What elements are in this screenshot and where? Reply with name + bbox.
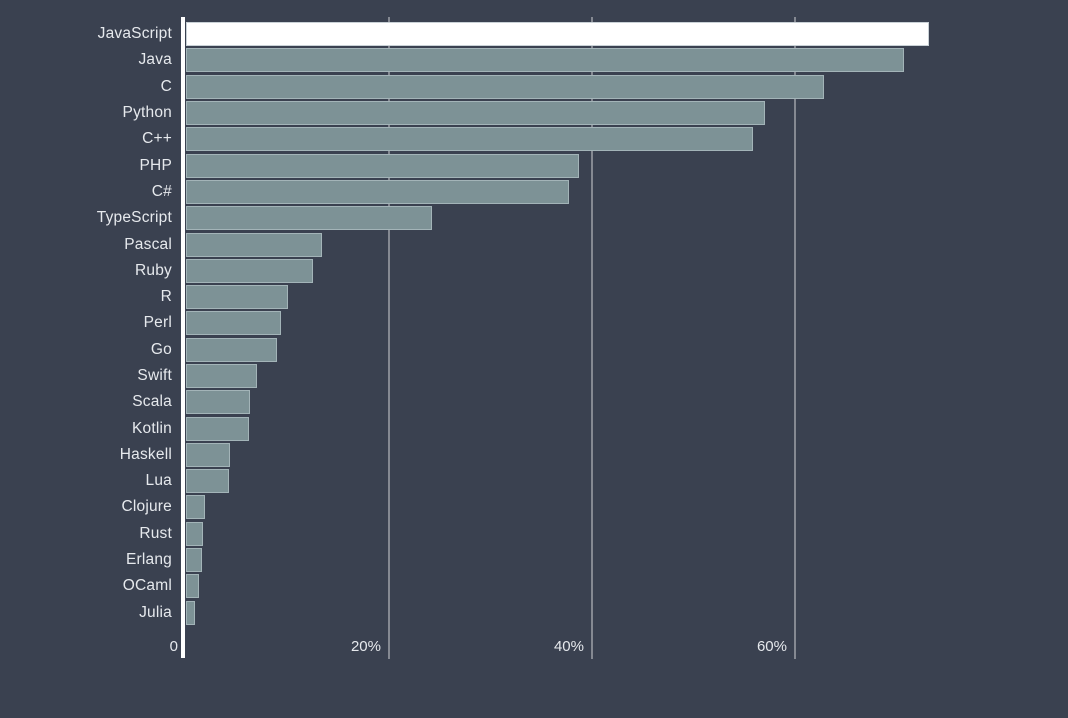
gridline-20 — [388, 17, 390, 659]
bar-row: C# — [0, 179, 1068, 205]
bar-c — [186, 74, 825, 99]
bar-row: TypeScript — [0, 205, 1068, 231]
bar-row: Lua — [0, 468, 1068, 494]
bar-typescript — [186, 206, 432, 231]
bar-row: JavaScript — [0, 21, 1068, 47]
bar-row: Pascal — [0, 231, 1068, 257]
bar-perl — [186, 311, 282, 336]
bar-php — [186, 153, 579, 178]
category-label: Ruby — [135, 261, 172, 279]
bar-row: Python — [0, 100, 1068, 126]
bar-row: Ruby — [0, 258, 1068, 284]
category-label: JavaScript — [97, 25, 172, 43]
category-label: OCaml — [122, 577, 172, 595]
x-tick-label: 40% — [553, 638, 584, 655]
bar-erlang — [186, 548, 203, 573]
bar-row: Kotlin — [0, 415, 1068, 441]
bar-haskell — [186, 442, 230, 467]
bar-row: Erlang — [0, 547, 1068, 573]
category-label: C — [160, 77, 172, 95]
category-label: TypeScript — [96, 209, 172, 227]
bar-row: Clojure — [0, 494, 1068, 520]
bar-row: Java — [0, 47, 1068, 73]
bar-rust — [186, 521, 204, 546]
bar-row: C — [0, 74, 1068, 100]
category-label: Julia — [139, 603, 172, 621]
bar-go — [186, 337, 278, 362]
x-tick-label: 20% — [350, 638, 381, 655]
category-label: Haskell — [119, 445, 172, 463]
bar-c- — [186, 127, 754, 152]
category-label: R — [160, 288, 172, 306]
category-label: Perl — [143, 314, 172, 332]
category-label: Pascal — [124, 235, 172, 253]
bar-python — [186, 101, 765, 126]
bar-javascript — [186, 22, 929, 47]
category-label: Erlang — [125, 551, 172, 569]
bar-r — [186, 285, 288, 310]
bar-java — [186, 48, 904, 73]
category-label: Clojure — [121, 498, 172, 516]
bar-julia — [186, 600, 196, 625]
bar-pascal — [186, 232, 322, 257]
category-label: Scala — [132, 393, 172, 411]
bar-row: OCaml — [0, 573, 1068, 599]
category-label: Python — [122, 104, 172, 122]
bar-lua — [186, 469, 229, 494]
bar-row: Swift — [0, 363, 1068, 389]
category-label: Kotlin — [132, 419, 172, 437]
bar-row: Haskell — [0, 442, 1068, 468]
category-label: C++ — [142, 130, 172, 148]
bar-row: R — [0, 284, 1068, 310]
bar-row: Rust — [0, 521, 1068, 547]
bar-row: Scala — [0, 389, 1068, 415]
category-label: Java — [138, 51, 172, 69]
category-label: Rust — [139, 524, 172, 542]
gridline-40 — [591, 17, 593, 659]
category-label: Lua — [145, 472, 172, 490]
bar-scala — [186, 390, 250, 415]
bar-row: Perl — [0, 310, 1068, 336]
chart-rows: JavaScript Java C Python C++ PHP C# TypeScript P… — [0, 21, 1068, 626]
bar-kotlin — [186, 416, 249, 441]
category-label: Swift — [137, 367, 172, 384]
bar-ocaml — [186, 574, 200, 599]
y-axis-line — [181, 17, 185, 658]
x-tick-label: 0 — [169, 638, 178, 655]
bar-c- — [186, 179, 569, 204]
category-label: PHP — [139, 156, 172, 174]
bar-ruby — [186, 258, 313, 283]
category-label: C# — [151, 182, 172, 200]
x-tick-label: 60% — [756, 638, 787, 655]
category-label: Go — [150, 340, 172, 358]
bar-row: C++ — [0, 126, 1068, 152]
bar-row: Go — [0, 337, 1068, 363]
bar-swift — [186, 364, 258, 388]
bar-row: PHP — [0, 152, 1068, 178]
gridline-60 — [794, 17, 796, 659]
bar-row: Julia — [0, 600, 1068, 626]
bar-clojure — [186, 495, 206, 520]
